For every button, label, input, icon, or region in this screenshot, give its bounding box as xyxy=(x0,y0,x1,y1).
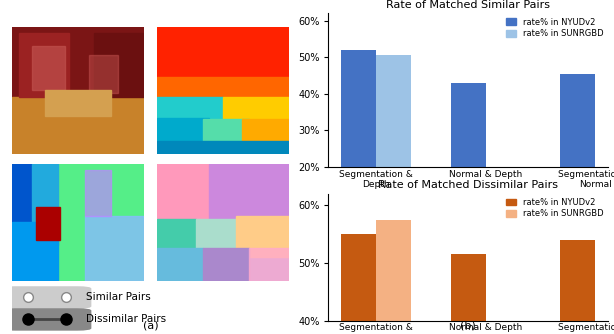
Bar xyxy=(222,97,289,122)
Bar xyxy=(36,207,60,240)
Bar xyxy=(12,222,58,281)
Bar xyxy=(12,164,32,222)
Bar xyxy=(12,97,144,154)
Bar xyxy=(45,90,111,116)
Bar xyxy=(376,220,411,334)
Text: Similar Pairs: Similar Pairs xyxy=(86,293,150,303)
Bar xyxy=(451,254,486,334)
Bar xyxy=(157,77,289,103)
Bar xyxy=(94,33,144,97)
Bar xyxy=(89,55,118,93)
Bar xyxy=(560,74,595,240)
Bar xyxy=(236,216,289,257)
Bar xyxy=(157,27,289,77)
Bar xyxy=(32,46,65,90)
Bar xyxy=(196,219,243,251)
Bar xyxy=(451,83,486,240)
Bar xyxy=(209,164,289,222)
Bar xyxy=(376,55,411,240)
Bar xyxy=(85,169,111,216)
Title: Rate of Matched Similar Pairs: Rate of Matched Similar Pairs xyxy=(386,0,550,10)
Bar xyxy=(157,164,209,222)
Bar xyxy=(560,240,595,334)
Text: Dissimilar Pairs: Dissimilar Pairs xyxy=(86,314,166,324)
Bar xyxy=(157,97,222,122)
FancyBboxPatch shape xyxy=(1,308,91,331)
Bar xyxy=(341,234,376,334)
Bar xyxy=(249,248,289,281)
Legend: rate% in NYUDv2, rate% in SUNRGBD: rate% in NYUDv2, rate% in SUNRGBD xyxy=(507,198,604,218)
Bar xyxy=(19,33,69,97)
Bar xyxy=(157,219,196,251)
Text: (b): (b) xyxy=(460,321,476,331)
Bar xyxy=(157,248,203,281)
Bar xyxy=(341,50,376,240)
Bar xyxy=(203,248,249,281)
Bar xyxy=(203,119,249,147)
Bar xyxy=(157,118,209,141)
Title: Rate of Matched Dissimilar Pairs: Rate of Matched Dissimilar Pairs xyxy=(378,180,558,190)
Bar xyxy=(85,216,144,281)
Text: (a): (a) xyxy=(142,321,158,331)
Bar xyxy=(32,164,58,245)
Legend: rate% in NYUDv2, rate% in SUNRGBD: rate% in NYUDv2, rate% in SUNRGBD xyxy=(507,17,604,38)
FancyBboxPatch shape xyxy=(1,286,91,309)
Bar xyxy=(12,27,144,97)
Bar xyxy=(157,141,289,154)
Bar xyxy=(243,119,289,147)
